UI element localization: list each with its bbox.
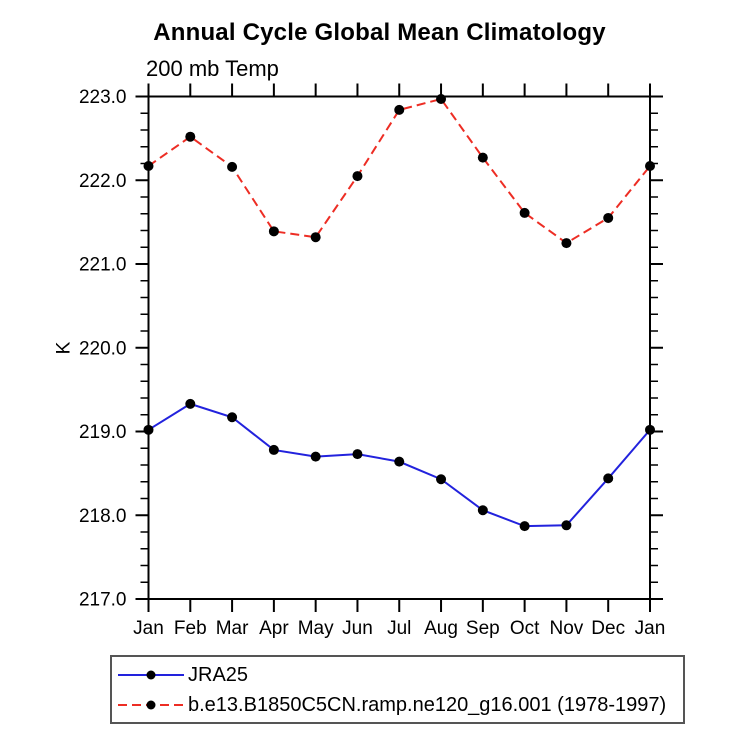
data-point-0-6 — [394, 456, 405, 467]
data-point-1-6 — [394, 104, 405, 115]
y-tick-label: 219.0 — [79, 422, 127, 443]
x-tick-label: Apr — [259, 618, 289, 639]
legend: JRA25 b.e13.B1850C5CN.ramp.ne120_g16.001… — [110, 655, 685, 724]
legend-marker-icon — [146, 700, 156, 709]
data-point-0-12 — [645, 424, 655, 435]
x-tick-label: Mar — [216, 618, 249, 639]
x-tick-label: Oct — [510, 618, 540, 639]
data-point-1-11 — [603, 212, 614, 223]
data-point-1-1 — [185, 131, 196, 142]
data-point-0-0 — [143, 424, 154, 435]
data-point-0-2 — [227, 412, 238, 423]
y-tick-label: 218.0 — [79, 506, 127, 527]
data-point-1-4 — [310, 232, 321, 243]
data-point-0-1 — [185, 398, 196, 409]
x-tick-label: Jun — [342, 618, 373, 639]
data-point-0-5 — [352, 449, 363, 460]
x-tick-label: Nov — [550, 618, 584, 639]
data-point-1-0 — [143, 161, 154, 172]
x-tick-label: Aug — [424, 618, 458, 639]
x-tick-label: Jan — [635, 618, 666, 639]
data-point-1-5 — [352, 171, 363, 182]
data-point-0-4 — [310, 451, 321, 462]
data-point-0-3 — [268, 444, 279, 455]
x-tick-label: Jul — [387, 618, 411, 639]
chart-title: Annual Cycle Global Mean Climatology — [153, 19, 606, 46]
data-point-0-9 — [519, 521, 530, 532]
data-point-0-7 — [436, 474, 447, 485]
x-tick-label: Sep — [466, 618, 500, 639]
data-point-0-10 — [561, 520, 572, 531]
x-tick-label: Dec — [591, 618, 625, 639]
legend-item-model: b.e13.B1850C5CN.ramp.ne120_g16.001 (1978… — [112, 690, 683, 720]
y-tick-label: 222.0 — [79, 171, 127, 192]
data-point-0-11 — [603, 473, 614, 484]
data-point-0-8 — [477, 505, 488, 516]
legend-line-sample-model — [118, 700, 184, 709]
data-point-1-8 — [477, 152, 488, 163]
x-tick-label: Jan — [133, 618, 164, 639]
plot-box — [147, 95, 651, 600]
legend-item-jra25: JRA25 — [112, 660, 683, 690]
y-tick-label: 221.0 — [79, 255, 127, 276]
legend-label-jra25: JRA25 — [188, 663, 249, 686]
data-point-1-10 — [561, 238, 572, 249]
chart-subtitle: 200 mb Temp — [146, 56, 279, 81]
data-point-1-2 — [227, 161, 238, 172]
series-line-1 — [147, 97, 651, 245]
data-point-1-12 — [645, 161, 655, 172]
x-tick-label: Feb — [174, 618, 207, 639]
data-point-1-3 — [268, 226, 279, 237]
y-tick-label: 223.0 — [79, 87, 127, 108]
x-tick-label: May — [298, 618, 334, 639]
legend-line-sample-jra25 — [118, 670, 184, 679]
y-tick-label: 217.0 — [79, 590, 127, 611]
legend-marker-icon — [146, 670, 156, 679]
data-point-1-7 — [436, 94, 447, 105]
y-tick-label: 220.0 — [79, 338, 127, 359]
data-point-1-9 — [519, 207, 530, 218]
legend-label-model: b.e13.B1850C5CN.ramp.ne120_g16.001 (1978… — [188, 693, 667, 716]
y-axis-title: K — [54, 341, 75, 354]
